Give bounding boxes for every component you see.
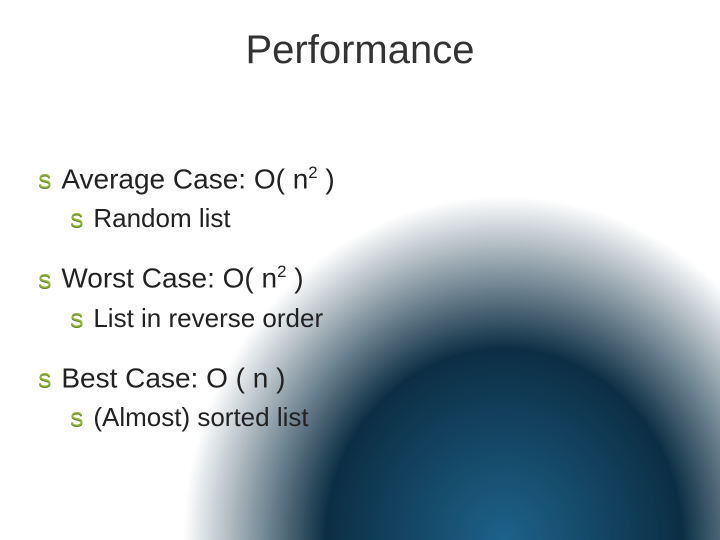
item-text: Average Case: O( n2 ) [61, 163, 334, 195]
bullet-icon: S [70, 409, 83, 432]
list-item: S Average Case: O( n2 ) [38, 163, 720, 195]
list-item: S (Almost) sorted list [70, 402, 720, 433]
bullet-icon: S [38, 370, 51, 393]
bullet-icon: S [38, 171, 51, 194]
list-item: S Random list [70, 203, 720, 234]
list-item: S Best Case: O ( n ) [38, 362, 720, 394]
subitem-text: List in reverse order [93, 303, 323, 334]
subitem-text: Random list [93, 203, 230, 234]
bullet-icon: S [70, 210, 83, 233]
slide-title: Performance [0, 0, 720, 73]
item-text: Best Case: O ( n ) [61, 362, 285, 394]
bullet-icon: S [38, 271, 51, 294]
bullet-icon: S [70, 310, 83, 333]
content-area: S Average Case: O( n2 ) S Random list S … [38, 163, 720, 433]
list-item: S List in reverse order [70, 303, 720, 334]
subitem-text: (Almost) sorted list [93, 402, 308, 433]
item-text: Worst Case: O( n2 ) [61, 262, 303, 294]
list-item: S Worst Case: O( n2 ) [38, 262, 720, 294]
